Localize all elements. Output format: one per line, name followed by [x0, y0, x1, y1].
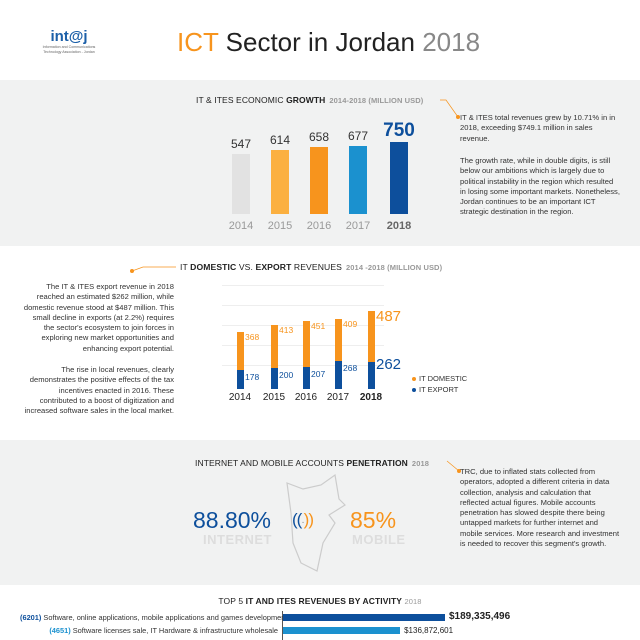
- title-accent: ICT: [177, 27, 219, 57]
- year-label-2015: 2015: [262, 392, 286, 403]
- domestic-bar-2018: [367, 311, 375, 362]
- export-label-2016: 207: [311, 369, 326, 380]
- axis-line: [282, 611, 283, 640]
- bar-2015: [271, 150, 289, 214]
- domestic-label-2016: 451: [311, 320, 326, 331]
- export-bar-2017: [334, 361, 342, 389]
- penetration-heading: INTERNET AND MOBILE ACCOUNTS PENETRATION…: [195, 458, 430, 468]
- year-label-2014: 2014: [228, 220, 254, 232]
- export-label-2015: 200: [279, 370, 294, 381]
- activity-label: (4651) Software licenses sale, IT Hardwa…: [20, 626, 278, 635]
- domestic-label-2015: 413: [279, 325, 294, 336]
- activity-name: Software, online applications, mobile ap…: [43, 613, 288, 622]
- year-label-2018: 2018: [359, 392, 383, 403]
- jordan-map-outline: [286, 473, 346, 572]
- bar-2018: [390, 142, 408, 214]
- value-label-2014: 547: [230, 136, 252, 151]
- growth-note-1: IT & ITES total revenues grew by 10.71% …: [460, 113, 616, 143]
- wifi-signal-icon: ((·)): [292, 510, 314, 529]
- year-label-2016: 2016: [306, 220, 332, 232]
- activity-code: (4651): [49, 626, 73, 635]
- domestic-label-2014: 368: [245, 332, 260, 343]
- mobile-value: 85%: [350, 507, 397, 533]
- export-label-2014: 178: [245, 372, 260, 383]
- domestic-note-1: The IT & ITES export revenue in 2018 rea…: [23, 282, 174, 353]
- export-bar-2015: [270, 368, 278, 389]
- domestic-bar-2016: [302, 320, 310, 368]
- domestic-bar-2015: [270, 325, 278, 369]
- activity-heading: TOP 5 IT AND ITES REVENUES BY ACTIVITY 2…: [218, 596, 422, 606]
- year-label-2016: 2016: [294, 392, 318, 403]
- activity-name: Software licenses sale, IT Hardware & in…: [72, 626, 278, 635]
- export-label-2017: 268: [343, 363, 358, 374]
- logo: int@j Information and Communications Tec…: [34, 28, 104, 54]
- legend-it-domestic: IT DOMESTIC: [419, 374, 468, 383]
- year-label-2017: 2017: [345, 220, 371, 232]
- activity-code: (6201): [20, 613, 44, 622]
- activity-value: $189,335,496: [449, 611, 511, 622]
- penetration-section: [0, 440, 640, 585]
- value-label-2016: 658: [308, 130, 330, 145]
- domestic-bar-2014: [236, 332, 244, 371]
- year-label-2014: 2014: [228, 392, 252, 403]
- domestic-label-2017: 409: [343, 318, 358, 329]
- legend-it-export: IT EXPORT: [419, 385, 459, 394]
- growth-heading: IT & ITES ECONOMIC GROWTH 2014-2018 (MILL…: [196, 95, 424, 105]
- connector-line: [446, 460, 461, 473]
- title-year: 2018: [422, 27, 481, 57]
- legend-dot: [412, 388, 416, 392]
- mobile-label: MOBILE: [352, 532, 406, 547]
- logo-subtitle: Information and Communications Technolog…: [42, 45, 96, 54]
- internet-label: INTERNET: [203, 532, 272, 547]
- year-label-2018: 2018: [386, 220, 412, 232]
- gridline: [222, 285, 384, 286]
- bar-2016: [310, 147, 328, 214]
- export-bar-2014: [236, 370, 244, 389]
- logo-text: int@j: [50, 28, 88, 45]
- penetration-note: TRC, due to inflated stats collected fro…: [460, 467, 620, 549]
- value-label-2018: 750: [383, 120, 415, 142]
- bar-2014: [232, 153, 250, 214]
- year-label-2015: 2015: [267, 220, 293, 232]
- domestic-bar-2017: [334, 318, 342, 362]
- internet-value: 88.80%: [193, 507, 272, 533]
- domestic-heading: IT DOMESTIC VS. EXPORT REVENUES 2014 -201…: [180, 262, 443, 272]
- title-main: Sector in Jordan: [225, 27, 415, 57]
- year-label-2017: 2017: [326, 392, 350, 403]
- connector-line: [130, 266, 176, 273]
- domestic-note-2: The rise in local revenues, clearly demo…: [24, 365, 174, 416]
- activity-bar: [283, 614, 445, 621]
- export-bar-2018: [367, 361, 375, 389]
- activity-label: (6201) Software, online applications, mo…: [20, 613, 287, 622]
- export-label-2018: 262: [376, 355, 402, 373]
- growth-note-2: The growth rate, while in double digits,…: [460, 156, 620, 217]
- connector-line: [440, 99, 460, 119]
- domestic-label-2018: 487: [376, 308, 402, 326]
- bar-2017: [349, 146, 367, 214]
- legend-dot: [412, 377, 416, 381]
- gridline: [222, 305, 384, 306]
- page-title: ICT Sector in Jordan 2018: [177, 27, 480, 58]
- activity-value: $136,872,601: [404, 626, 454, 635]
- export-bar-2016: [302, 367, 310, 389]
- value-label-2017: 677: [347, 129, 369, 144]
- value-label-2015: 614: [269, 133, 291, 148]
- activity-bar: [283, 627, 401, 634]
